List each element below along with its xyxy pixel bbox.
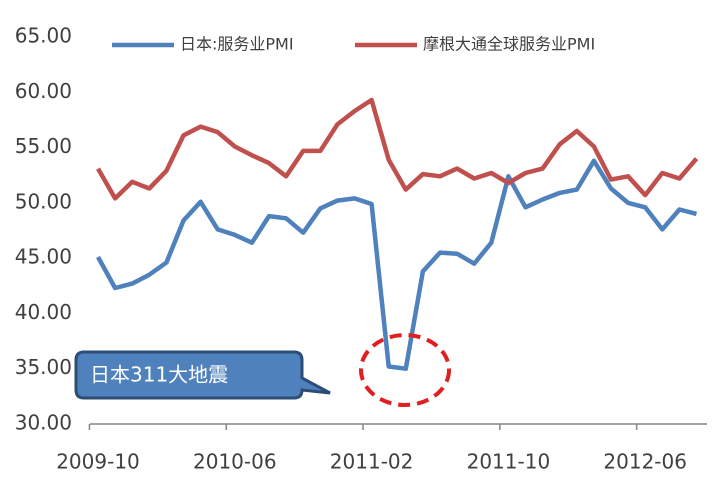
y-tick-label: 30.00	[15, 411, 72, 435]
legend-label: 摩根大通全球服务业PMI	[423, 35, 595, 54]
x-tick-label: 2011-02	[330, 450, 414, 474]
callout-box	[74, 350, 331, 400]
series-line	[96, 158, 698, 371]
highlight-ellipse	[359, 333, 451, 407]
legend-label: 日本:服务业PMI	[180, 35, 294, 54]
y-tick-label: 40.00	[15, 300, 72, 324]
y-tick-label: 35.00	[15, 355, 72, 379]
annotation: 日本311大地震	[90, 363, 228, 387]
x-tick-label: 2011-10	[467, 450, 551, 474]
series-line	[96, 97, 699, 201]
y-tick-label: 50.00	[15, 189, 72, 213]
callout: 日本311大地震	[74, 350, 331, 400]
y-tick-label: 65.00	[15, 24, 72, 48]
plot: 30.00 35.00 40.00 45.00 50.00 55.00 60.00 65.00…	[15, 24, 707, 474]
y-tick-label: 45.00	[15, 245, 72, 269]
x-tick-label: 2010-06	[193, 450, 277, 474]
y-tick-label: 55.00	[15, 134, 72, 158]
y-tick-label: 60.00	[15, 79, 72, 103]
x-tick-label: 2009-10	[56, 450, 140, 474]
x-tick-label: 2012-06	[603, 450, 687, 474]
